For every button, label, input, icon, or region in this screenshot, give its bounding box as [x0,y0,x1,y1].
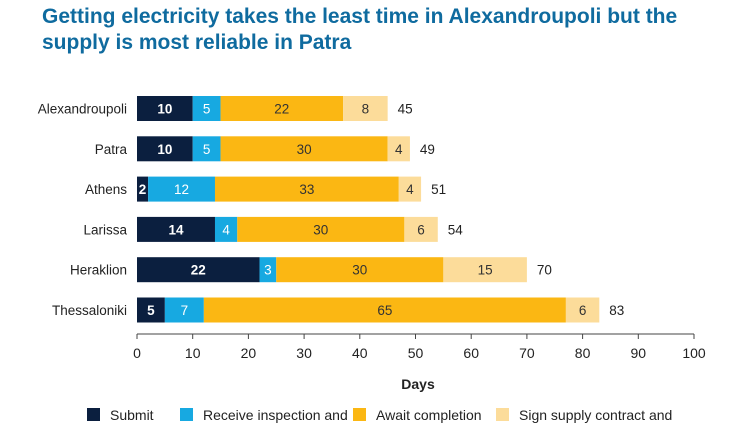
legend-swatch [87,408,100,421]
legend-item: Receive inspection and [180,406,348,424]
legend-label: Await completion [376,407,482,423]
bar-segment [387,136,410,162]
bar-chart: 0 10 20 30 40 50 60 70 80 90 100 Days Alexandroupoli… [38,96,706,392]
category-label: Larissa [83,222,127,237]
total-label: 51 [431,182,446,197]
bar-segment [237,216,405,242]
x-tick-label: 80 [575,345,591,361]
legend-label: Sign supply contract and [519,407,673,423]
category-label: Alexandroupoli [38,102,127,117]
legend-swatch [180,408,193,421]
legend-item: Submit [87,406,154,424]
bar-segment [137,216,215,242]
legend-swatch [353,408,366,421]
bar-segment [343,96,388,121]
bar-segment [276,257,444,283]
category-label: Athens [85,182,127,197]
legend-item: Sign supply contract and [496,406,672,424]
data-label: 2 [139,182,147,197]
bar-segment [137,297,165,323]
bar-segment [192,136,221,162]
bar-segment [214,216,238,242]
data-label: 30 [313,222,328,237]
x-tick-label: 30 [296,345,312,361]
bar-segment [259,257,277,283]
chart-legend: Submit Receive inspection and Await comple… [0,400,750,430]
total-label: 83 [609,303,624,318]
data-label: 5 [147,303,155,318]
bar-segment [404,216,438,242]
bar-segment [443,257,527,283]
data-label: 15 [478,263,493,278]
data-label: 65 [377,303,392,318]
data-label: 5 [203,102,211,117]
bar-segment [565,297,600,323]
data-label: 22 [191,263,206,278]
data-label: 7 [181,303,189,318]
category-label: Patra [95,142,128,157]
data-label: 30 [297,142,312,157]
data-label: 12 [174,182,189,197]
bar-segment [137,257,260,283]
bar-segment [192,96,221,121]
data-label: 22 [274,102,289,117]
chart-title: Getting electricity takes the least time… [42,5,678,54]
x-tick-label: 70 [519,345,535,361]
data-label: 10 [157,102,172,117]
data-label: 6 [417,222,425,237]
bar-segment [148,176,215,202]
bar-segment [137,176,149,202]
total-label: 45 [398,102,413,117]
bar-segment [164,297,204,323]
total-label: 54 [448,222,464,237]
x-axis-label: Days [401,376,435,392]
data-label: 5 [203,142,211,157]
bar-segment [203,297,566,323]
total-label: 49 [420,142,435,157]
data-label: 8 [362,102,370,117]
data-label: 33 [299,182,314,197]
bar-segment [137,96,193,121]
legend-item: Await completion [353,406,482,424]
x-tick-label: 50 [408,345,424,361]
data-label: 4 [222,222,230,237]
bar-segment [398,176,422,202]
data-label: 3 [264,263,272,278]
total-label: 70 [537,263,552,278]
x-tick-label: 20 [241,345,257,361]
data-label: 4 [406,182,414,197]
x-tick-label: 90 [631,345,647,361]
data-label: 10 [157,142,172,157]
bar-segment [137,136,193,162]
x-tick-label: 100 [682,345,706,361]
bar-segment [220,136,388,162]
bar-segment [214,176,399,202]
data-label: 14 [168,222,184,237]
x-tick-label: 40 [352,345,368,361]
category-label: Thessaloniki [52,303,127,318]
x-tick-label: 0 [133,345,141,361]
x-tick-label: 10 [185,345,201,361]
bar-segment [220,96,344,121]
legend-label: Submit [110,407,154,423]
category-label: Heraklion [70,263,127,278]
data-label: 4 [395,142,403,157]
data-label: 30 [352,263,367,278]
data-label: 6 [579,303,587,318]
legend-swatch [496,408,509,421]
legend-label: Receive inspection and [203,407,348,423]
x-tick-label: 60 [463,345,479,361]
